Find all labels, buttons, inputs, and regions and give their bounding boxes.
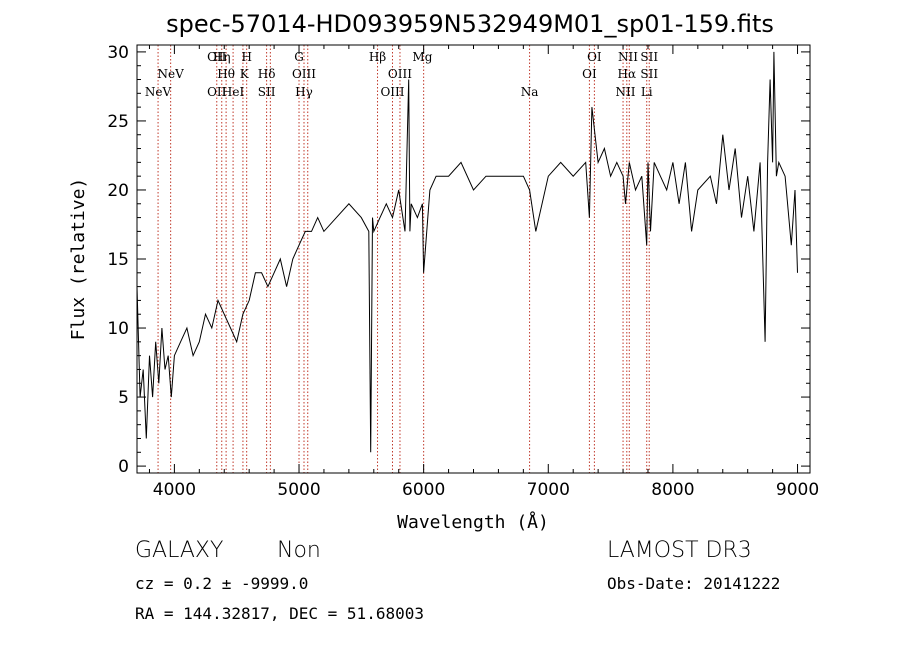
line-label-12: OIII: [292, 67, 316, 81]
y-tick-label-0: 0: [118, 457, 129, 477]
line-label-7: H: [241, 50, 251, 64]
y-tick-label-4: 20: [107, 181, 129, 201]
y-tick-label-6: 30: [107, 43, 129, 63]
line-label-4: Hη: [213, 50, 231, 64]
y-tick-label-1: 5: [118, 388, 129, 408]
line-label-16: OIII: [380, 85, 404, 99]
line-label-13: Hγ: [295, 85, 313, 99]
line-label-2: OII: [207, 50, 227, 64]
line-label-22: Hα: [618, 67, 637, 81]
line-label-26: Li: [641, 85, 653, 99]
line-label-17: Mg: [412, 50, 432, 64]
y-axis-label: Flux (relative): [68, 178, 89, 341]
x-tick-label-2: 6000: [402, 480, 445, 500]
y-tick-label-5: 25: [107, 112, 129, 132]
object-subclass: Non: [277, 538, 321, 563]
line-label-15: OIII: [388, 67, 412, 81]
line-label-11: G: [294, 50, 304, 64]
x-tick-label-0: 4000: [153, 480, 196, 500]
y-tick-label-2: 10: [107, 319, 129, 339]
line-label-8: K: [240, 67, 250, 81]
line-label-14: Hβ: [369, 50, 386, 64]
line-label-10: SII: [258, 85, 276, 99]
line-label-20: OI: [582, 67, 597, 81]
line-label-19: OI: [587, 50, 602, 64]
y-axis-ticks: 0 5 10 15 20 25 30: [107, 43, 810, 477]
line-label-6: HeI: [222, 85, 245, 99]
flux-series-line: [136, 51, 798, 453]
chart-title: spec-57014-HD093959N532949M01_sp01-159.f…: [166, 10, 774, 38]
line-label-23: NII: [616, 85, 636, 99]
observation-date: Obs-Date: 20141222: [607, 574, 781, 593]
ra-dec-coords: RA = 144.32817, DEC = 51.68003: [135, 604, 424, 623]
redshift-cz: cz = 0.2 ± -9999.0: [135, 574, 309, 593]
line-label-25: SII: [640, 67, 658, 81]
x-tick-label-5: 9000: [776, 480, 819, 500]
line-label-5: Hθ: [217, 67, 235, 81]
x-axis-label: Wavelength (Å): [397, 511, 549, 533]
object-class: GALAXY: [135, 538, 224, 563]
x-tick-label-4: 8000: [651, 480, 694, 500]
line-label-3: OII: [207, 85, 227, 99]
x-tick-label-3: 7000: [527, 480, 570, 500]
line-label-24: SII: [640, 50, 658, 64]
y-tick-label-3: 15: [107, 250, 129, 270]
x-axis-ticks: 4000 5000 6000 7000 8000 9000: [148, 45, 819, 500]
survey-name: LAMOST DR3: [607, 538, 752, 563]
line-label-21: NII: [618, 50, 638, 64]
emission-line-markers: [157, 45, 650, 473]
plot-frame: [136, 44, 811, 474]
line-label-1: NeV: [158, 67, 185, 81]
line-label-9: Hδ: [258, 67, 276, 81]
x-tick-label-1: 5000: [277, 480, 320, 500]
line-label-18: Na: [521, 85, 539, 99]
line-label-0: NeV: [145, 85, 172, 99]
